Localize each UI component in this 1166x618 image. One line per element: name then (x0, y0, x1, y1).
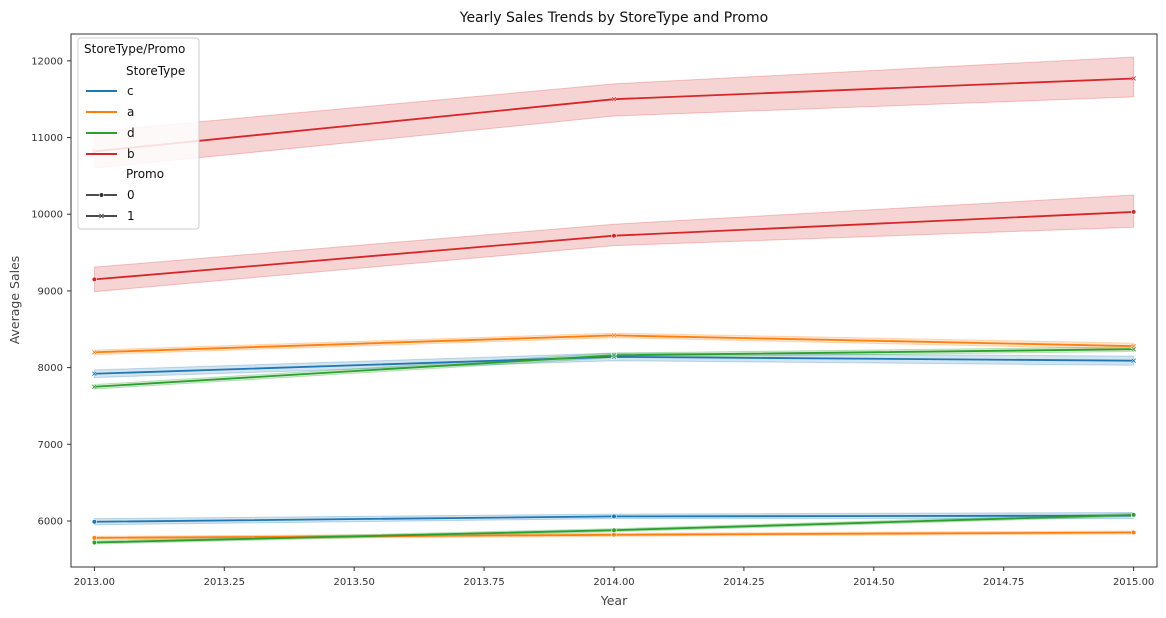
x-tick-label: 2014.50 (853, 577, 894, 588)
series-b-promo-0-point (91, 276, 97, 283)
x-tick-label: 2013.25 (204, 577, 245, 588)
series-markers (91, 75, 1137, 546)
plot-area (91, 56, 1137, 546)
x-tick-label: 2014.75 (983, 577, 1024, 588)
series-b-promo-1-point (610, 96, 618, 103)
legend-label: b (127, 147, 135, 161)
series-a-promo-1-point (610, 332, 618, 339)
series-d-promo-0-point (611, 527, 617, 533)
legend-item-storetype-d: d (86, 126, 135, 140)
y-tick-label: 6000 (38, 516, 63, 527)
x-axis: 2013.00 2013.25 2013.50 2013.75 2014.00 2014.… (74, 567, 1154, 588)
series-d-promo-1-point (91, 383, 98, 390)
series-c-promo-1-point (91, 370, 98, 377)
x-tick-label: 2013.00 (74, 577, 115, 588)
legend-label: 1 (127, 209, 135, 223)
legend-item-promo-1: 1 (86, 209, 135, 223)
series-b-promo-1-point (1130, 75, 1137, 82)
y-tick-label: 11000 (31, 133, 63, 144)
confidence-bands (93, 56, 1135, 545)
series-d-promo-0-point (1131, 512, 1137, 518)
series-c-promo-0-point (611, 513, 617, 519)
series-b-promo-1-ci-band (93, 56, 1135, 169)
legend-label: a (127, 105, 134, 119)
y-tick-label: 9000 (38, 286, 63, 297)
series-a-promo-0-point (91, 535, 97, 541)
series-a-promo-0-point (1131, 529, 1137, 536)
x-axis-label: Year (600, 593, 628, 608)
chart-title: Yearly Sales Trends by StoreType and Pro… (459, 10, 768, 26)
legend-item-storetype-c: c (86, 84, 134, 98)
y-axis-label: Average Sales (7, 256, 22, 345)
x-tick-label: 2014.00 (593, 577, 634, 588)
series-a-promo-0-point (611, 532, 617, 538)
legend-header-storetype: StoreType (126, 64, 185, 78)
x-tick-label: 2013.50 (334, 577, 375, 588)
series-b-promo-0-point (611, 233, 617, 239)
series-b-promo-0-ci-band (93, 194, 1135, 293)
x-tick-label: 2014.25 (723, 577, 764, 588)
legend-item-storetype-b: b (86, 147, 135, 161)
y-tick-label: 8000 (38, 363, 63, 374)
y-tick-label: 7000 (38, 440, 63, 451)
legend-item-promo-0: 0 (86, 188, 135, 202)
legend-item-storetype-a: a (86, 105, 134, 119)
y-tick-label: 10000 (31, 210, 63, 221)
legend-label: d (127, 126, 135, 140)
y-tick-label: 12000 (31, 56, 63, 67)
series-d-promo-1-point (610, 352, 618, 359)
legend-box (77, 37, 200, 230)
x-tick-label: 2015.00 (1113, 577, 1154, 588)
series-b-promo-0-point (1131, 209, 1137, 215)
series-d-promo-0-point (91, 539, 97, 546)
y-axis: 6000 7000 8000 9000 10000 11000 12000 (31, 56, 71, 527)
legend-label: c (127, 84, 134, 98)
legend-label: 0 (127, 188, 135, 202)
series-c-promo-0-point (91, 519, 97, 525)
series-a-promo-1-point (91, 349, 98, 356)
legend-title: StoreType/Promo (84, 42, 185, 56)
x-tick-label: 2013.75 (463, 577, 504, 588)
legend-header-promo: Promo (126, 167, 164, 181)
series-d-promo-1-point (1130, 346, 1137, 353)
series-c-promo-1-point (610, 353, 618, 360)
series-c-promo-1-point (1130, 357, 1137, 364)
